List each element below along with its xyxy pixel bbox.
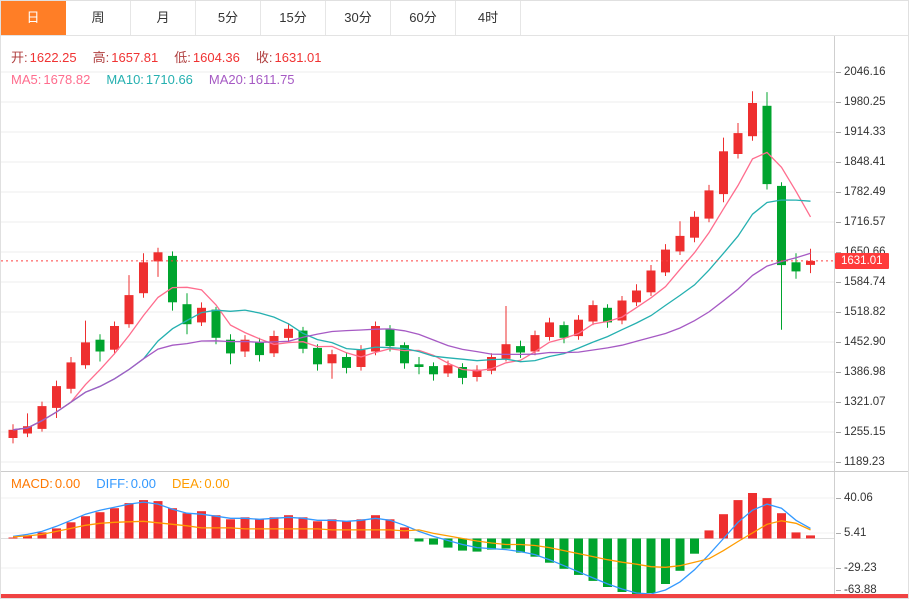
price-tick: 1518.82 bbox=[836, 306, 886, 318]
diff-stat: DIFF: 0.00 bbox=[96, 476, 157, 491]
price-tick: 1848.41 bbox=[836, 156, 886, 168]
ma20-stat: MA20: 1611.75 bbox=[208, 72, 295, 87]
price-tick: 2046.16 bbox=[836, 66, 886, 78]
tab-5min[interactable]: 5分 bbox=[196, 1, 261, 35]
macd-stat: MACD: 0.00 bbox=[11, 476, 81, 491]
tab-15min[interactable]: 15分 bbox=[261, 1, 326, 35]
macd-tick: -63.88 bbox=[836, 584, 877, 596]
tab-60min[interactable]: 60分 bbox=[391, 1, 456, 35]
macd-axis: 40.06 5.41 -29.23 -63.88 bbox=[834, 471, 908, 598]
price-axis: 1631.01 2046.16 1980.25 1914.33 1848.41 1782… bbox=[834, 36, 908, 471]
tab-4hour[interactable]: 4时 bbox=[456, 1, 521, 35]
close-stat: 收: 1631.01 bbox=[255, 50, 322, 65]
period-tabbar: 日周月 5分 15分 30分 60分 4时 bbox=[1, 1, 908, 36]
price-tick: 1386.98 bbox=[836, 366, 886, 378]
price-tick: 1255.15 bbox=[836, 426, 886, 438]
macd-tick: -29.23 bbox=[836, 561, 877, 574]
ma10-stat: MA10: 1710.66 bbox=[106, 72, 193, 87]
price-tick: 1189.23 bbox=[836, 456, 885, 468]
panel-divider bbox=[1, 471, 908, 472]
current-price-label: 1631.01 bbox=[835, 252, 889, 269]
high-stat: 高: 1657.81 bbox=[92, 50, 159, 65]
price-tick: 1584.74 bbox=[836, 276, 886, 288]
price-tick: 1980.25 bbox=[836, 96, 886, 108]
bottom-accent-bar bbox=[1, 594, 908, 598]
tab-weekly[interactable]: 周 bbox=[66, 1, 131, 35]
macd-tick: 40.06 bbox=[836, 492, 873, 504]
macd-row: MACD: 0.00 DIFF: 0.00 DEA: 0.00 bbox=[11, 476, 246, 491]
price-tick: 1782.49 bbox=[836, 186, 886, 198]
ma-row: MA5: 1678.82 MA10: 1710.66 MA20: 1611.75 bbox=[11, 72, 338, 87]
macd-tick: 5.41 bbox=[835, 527, 867, 539]
tab-daily[interactable]: 日 bbox=[1, 1, 66, 35]
axis-divider bbox=[834, 36, 835, 598]
price-tick: 1716.57 bbox=[836, 216, 886, 228]
low-stat: 低: 1604.36 bbox=[174, 50, 240, 65]
tab-30min[interactable]: 30分 bbox=[326, 1, 391, 35]
dea-stat: DEA: 0.00 bbox=[172, 476, 230, 491]
candlestick-chart[interactable] bbox=[1, 36, 834, 471]
chart-header: 开: 1622.25 高: 1657.81 低: 1604.36 收: 1631.01 MA5… bbox=[11, 47, 338, 87]
price-tick: 1321.07 bbox=[836, 396, 886, 408]
macd-chart[interactable] bbox=[1, 471, 834, 598]
toolbar-spacer bbox=[521, 1, 908, 35]
open-stat: 开: 1622.25 bbox=[11, 50, 77, 65]
tab-monthly[interactable]: 月 bbox=[131, 1, 196, 35]
ma5-stat: MA5: 1678.82 bbox=[11, 72, 91, 87]
ohlc-row: 开: 1622.25 高: 1657.81 低: 1604.36 收: 1631.01 bbox=[11, 47, 338, 66]
price-tick: 1914.33 bbox=[836, 126, 886, 138]
price-tick: 1452.90 bbox=[836, 336, 886, 348]
